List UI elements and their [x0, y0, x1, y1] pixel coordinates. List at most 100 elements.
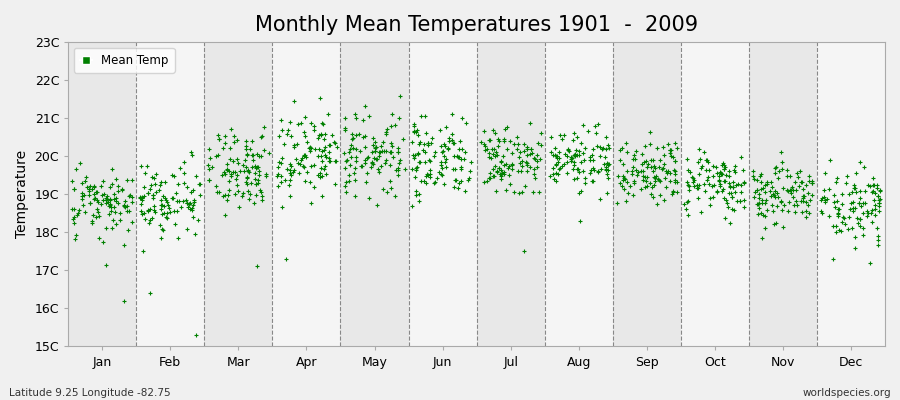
- Mean Temp: [421, 172, 436, 178]
- Mean Temp: [246, 157, 260, 164]
- Mean Temp: [166, 195, 180, 202]
- Mean Temp: [872, 202, 886, 209]
- Mean Temp: [805, 192, 819, 198]
- Mean Temp: [652, 177, 666, 183]
- Mean Temp: [599, 146, 614, 152]
- Mean Temp: [791, 183, 806, 189]
- Mean Temp: [525, 149, 539, 156]
- Mean Temp: [519, 168, 534, 174]
- Mean Temp: [486, 126, 500, 133]
- Mean Temp: [816, 187, 831, 193]
- Mean Temp: [365, 149, 380, 155]
- Mean Temp: [125, 177, 140, 184]
- Mean Temp: [701, 167, 716, 174]
- Mean Temp: [153, 182, 167, 189]
- Mean Temp: [795, 179, 809, 186]
- Mean Temp: [686, 179, 700, 186]
- Mean Temp: [620, 167, 634, 174]
- Mean Temp: [755, 185, 770, 191]
- Mean Temp: [690, 184, 705, 191]
- Mean Temp: [291, 160, 305, 166]
- Mean Temp: [789, 198, 804, 204]
- Mean Temp: [544, 173, 558, 179]
- Mean Temp: [670, 144, 684, 151]
- Mean Temp: [117, 202, 131, 208]
- Mean Temp: [616, 177, 630, 184]
- Mean Temp: [783, 173, 797, 180]
- Mean Temp: [755, 200, 770, 206]
- Mean Temp: [202, 166, 216, 172]
- Mean Temp: [570, 134, 584, 141]
- Mean Temp: [638, 142, 652, 149]
- Mean Temp: [771, 168, 786, 174]
- Mean Temp: [715, 162, 729, 168]
- Mean Temp: [723, 184, 737, 190]
- Mean Temp: [616, 175, 631, 182]
- Mean Temp: [217, 169, 231, 176]
- Mean Temp: [76, 192, 91, 198]
- Mean Temp: [578, 175, 592, 181]
- Mean Temp: [91, 209, 105, 216]
- Mean Temp: [768, 188, 782, 194]
- Mean Temp: [716, 159, 730, 166]
- Mean Temp: [873, 186, 887, 193]
- Mean Temp: [668, 158, 682, 164]
- Mean Temp: [492, 164, 507, 171]
- Mean Temp: [862, 183, 877, 190]
- Mean Temp: [560, 170, 574, 176]
- Mean Temp: [566, 136, 580, 143]
- Mean Temp: [482, 174, 496, 181]
- Mean Temp: [99, 262, 113, 268]
- Mean Temp: [494, 176, 508, 182]
- Mean Temp: [134, 163, 148, 169]
- Mean Temp: [680, 198, 695, 204]
- Mean Temp: [494, 166, 508, 173]
- Mean Temp: [758, 189, 772, 195]
- Mean Temp: [414, 112, 428, 119]
- Mean Temp: [370, 155, 384, 162]
- Mean Temp: [90, 206, 104, 213]
- Mean Temp: [407, 128, 421, 134]
- Mean Temp: [798, 208, 813, 214]
- Mean Temp: [832, 206, 846, 212]
- Mean Temp: [298, 178, 312, 184]
- Mean Temp: [698, 188, 712, 194]
- Mean Temp: [167, 173, 182, 180]
- Mean Temp: [147, 175, 161, 182]
- Mean Temp: [573, 218, 588, 224]
- Mean Temp: [735, 167, 750, 173]
- Mean Temp: [826, 192, 841, 199]
- Mean Temp: [490, 168, 504, 175]
- Mean Temp: [726, 184, 741, 190]
- Mean Temp: [226, 158, 240, 164]
- Mean Temp: [866, 182, 880, 189]
- Mean Temp: [594, 166, 608, 172]
- Mean Temp: [111, 188, 125, 194]
- Mean Temp: [185, 214, 200, 220]
- Mean Temp: [243, 146, 257, 153]
- Mean Temp: [314, 153, 328, 159]
- Mean Temp: [686, 174, 700, 181]
- Mean Temp: [87, 184, 102, 190]
- Mean Temp: [734, 182, 748, 188]
- Mean Temp: [769, 220, 783, 226]
- Mean Temp: [248, 163, 262, 170]
- Mean Temp: [115, 186, 130, 193]
- Mean Temp: [275, 204, 290, 210]
- Mean Temp: [356, 133, 371, 140]
- Mean Temp: [135, 193, 149, 200]
- Mean Temp: [248, 200, 262, 206]
- Mean Temp: [495, 170, 509, 176]
- Mean Temp: [85, 220, 99, 226]
- Mean Temp: [364, 164, 378, 170]
- Mean Temp: [448, 166, 463, 172]
- Mean Temp: [98, 194, 112, 201]
- Mean Temp: [791, 174, 806, 180]
- Mean Temp: [72, 206, 86, 213]
- Mean Temp: [183, 200, 197, 206]
- Mean Temp: [383, 178, 398, 184]
- Mean Temp: [293, 161, 308, 167]
- Mean Temp: [852, 195, 867, 202]
- Mean Temp: [421, 140, 436, 146]
- Mean Temp: [752, 195, 766, 202]
